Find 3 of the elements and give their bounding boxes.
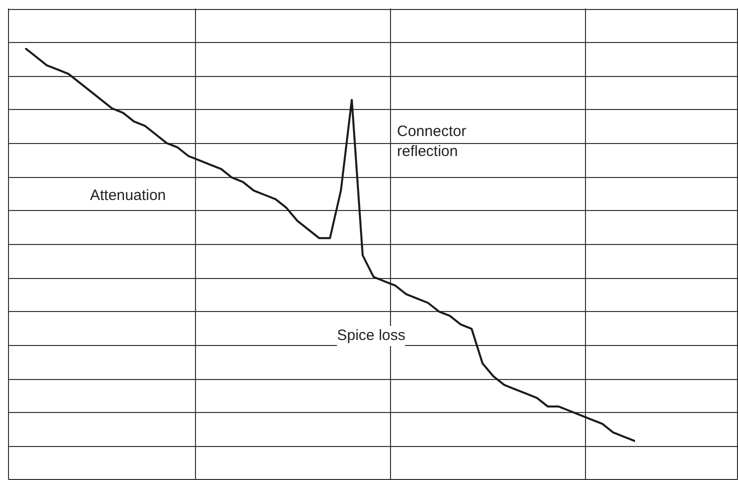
annotation: Connector reflection bbox=[397, 122, 468, 162]
annotation: Spice loss bbox=[337, 326, 406, 346]
annotation: Attenuation bbox=[90, 186, 167, 206]
